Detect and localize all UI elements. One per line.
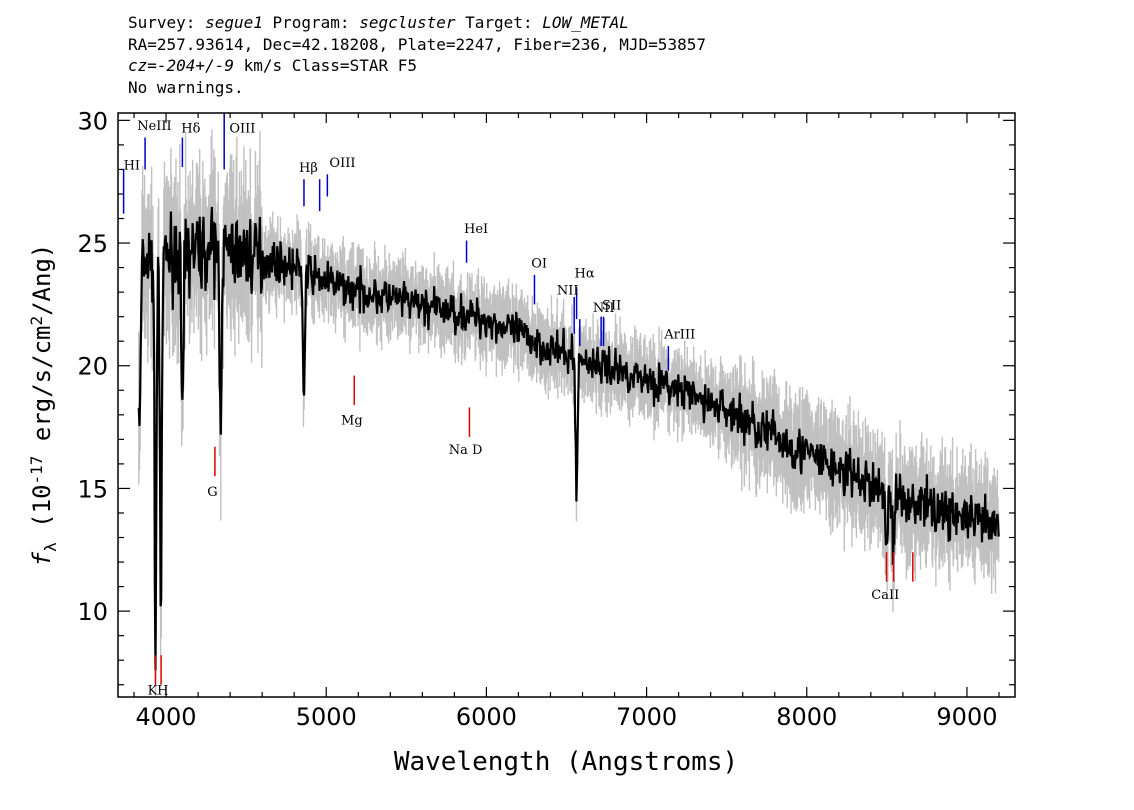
x-axis-label: Wavelength (Angstroms) [394, 747, 738, 777]
emission-line-label: OIII [329, 156, 355, 171]
y-tick-label: 15 [77, 475, 108, 503]
emission-line-label: HeI [464, 222, 488, 237]
cz-value: cz=-204+/-9 [128, 56, 234, 75]
flux-series [137, 206, 1000, 671]
emission-line-label: OI [531, 257, 547, 272]
class-value: km/s Class=STAR F5 [233, 56, 417, 75]
axes: 4000 5000 6000 7000 8000 9000 10 15 20 25 30 [77, 107, 1015, 731]
error-band [138, 129, 1000, 697]
y-tick-label: 20 [77, 353, 108, 381]
y-tick-label: 25 [77, 230, 108, 258]
emission-line-label: NII [593, 301, 615, 316]
survey-label: Survey: [128, 13, 206, 32]
plot-frame [117, 112, 1016, 698]
emission-line-label: HI [124, 158, 140, 173]
header-redshift-line: cz=-204+/-9 km/s Class=STAR F5 [128, 55, 706, 77]
emission-line-label: SII [602, 298, 621, 313]
spectrum-header: Survey: segue1 Program: segcluster Targe… [128, 12, 706, 98]
header-warnings-line: No warnings. [128, 77, 244, 97]
absorption-line-label: Na D [449, 443, 483, 458]
program-value: segcluster [359, 13, 456, 32]
absorption-line-label: Mg [341, 414, 363, 429]
y-tick-label: 10 [77, 598, 108, 626]
emission-line-label: ArIII [663, 328, 695, 343]
x-tick-label: 6000 [456, 703, 517, 731]
x-tick-label: 5000 [296, 703, 357, 731]
emission-line-label: NeIII [137, 119, 171, 134]
target-label: Target: [455, 13, 543, 32]
emission-line-label: Hα [575, 266, 595, 281]
emission-line-label: Hδ [181, 122, 200, 137]
survey-value: segue1 [205, 13, 263, 32]
emission-line-label: NII [557, 284, 579, 299]
absorption-line-label: H [157, 684, 168, 699]
x-tick-label: 7000 [616, 703, 677, 731]
emission-line-label: Hβ [299, 161, 318, 176]
header-survey-line: Survey: segue1 Program: segcluster Targe… [128, 12, 706, 34]
absorption-line-label: K [148, 684, 158, 699]
target-value: LOW_METAL [542, 13, 629, 32]
x-tick-label: 8000 [776, 703, 837, 731]
flux-line [137, 206, 1000, 671]
x-tick-label: 4000 [136, 703, 197, 731]
y-tick-label: 30 [77, 107, 108, 135]
absorption-line-label: G [207, 485, 217, 500]
x-tick-label: 9000 [936, 703, 997, 731]
absorption-line-label: CaII [871, 588, 899, 603]
program-label: Program: [262, 13, 360, 32]
y-axis-label: fλ (10-17 erg/s/cm2/Ang) [27, 244, 60, 567]
emission-line-label: OIII [229, 122, 255, 137]
header-coordinates-line: RA=257.93614, Dec=42.18208, Plate=2247, … [128, 34, 706, 54]
